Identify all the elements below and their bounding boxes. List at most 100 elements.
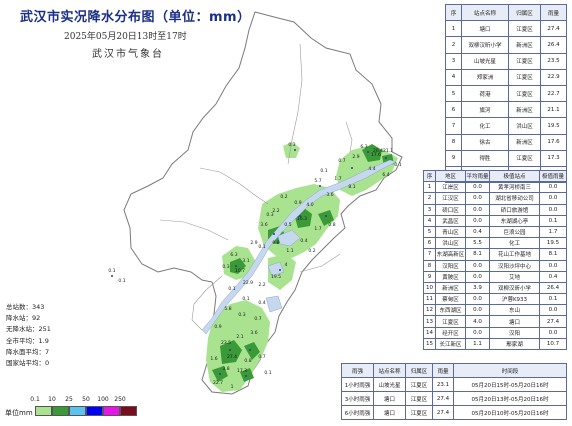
map-value-labels: 0.1 0.1 0.3 0.7 2.9 4.4 6.4 1.7 8.1 5.7 … — [108, 142, 401, 390]
stat-label: 总站数 — [6, 303, 26, 311]
table-cell: 汉阳区 — [435, 259, 466, 272]
table-cell: 洪山区 — [508, 117, 541, 135]
table-cell: 0.1 — [539, 214, 567, 227]
map-value: 0.2 — [280, 194, 287, 200]
table-cell: 东湖湖心亭 — [489, 214, 540, 227]
table-cell: 27.4 — [540, 20, 567, 38]
table-cell: 5 — [445, 84, 462, 103]
heavy-west — [230, 258, 246, 274]
table-cell: 沪蓉K933 — [489, 293, 540, 306]
tangxun-lake — [267, 261, 285, 277]
map-value: 27.4 — [227, 354, 237, 360]
stat-no-rain-stations: 无降水站：251 — [6, 325, 51, 334]
table-row: 7 化工 洪山区 19.5 — [445, 117, 567, 135]
stat-label: 国家站平均 — [6, 359, 39, 368]
legend-tick: 25 — [65, 396, 73, 403]
table-cell: 05月20日13时-05月20日16时 — [453, 391, 567, 406]
station-marker — [294, 149, 296, 151]
table-cell: 荷港 — [461, 84, 509, 103]
map-value: 0.4 — [300, 238, 307, 244]
heavy-south-2 — [244, 342, 260, 360]
table-cell: 江岸区 — [435, 181, 466, 194]
table-header-row: 序 地区 平均雨量 极值站点 极值雨量 — [423, 169, 567, 183]
table-cell: 1 — [423, 181, 436, 194]
table-cell: 硚口旅游馆 — [489, 203, 540, 216]
stat-city-average: 全市平均：1.9 — [6, 336, 49, 345]
station-marker — [385, 157, 387, 159]
stat-label: 无降水站 — [6, 325, 32, 334]
table-cell: 5 — [423, 225, 436, 239]
map-value: 0.1 — [242, 296, 249, 302]
table-cell: 塘口 — [373, 405, 406, 420]
table-row: 6 洪山区 5.5 化工 19.5 — [423, 237, 567, 250]
table-cell: 27.4 — [432, 405, 454, 420]
map-value: 0.9 — [294, 200, 301, 206]
map-value: 23.5 — [221, 340, 231, 346]
map-value: 3.6 — [326, 192, 333, 198]
table-row: 5 荷港 江夏区 22.7 — [445, 84, 567, 103]
liangzi-lake — [265, 295, 283, 313]
table-cell: 花山工作基地 — [489, 248, 540, 261]
map-value: 0.1 — [264, 370, 271, 376]
table-cell: 6 — [423, 237, 436, 250]
table-cell: 7 — [445, 117, 462, 135]
header-cell: 平均雨量 — [465, 169, 490, 183]
table-cell: 14 — [423, 326, 436, 339]
table-cell: 青山区 — [435, 225, 466, 239]
map-value: 2.9 — [352, 154, 359, 160]
table-cell: 汉阳 — [489, 326, 540, 339]
table-cell: 塘口 — [373, 391, 406, 406]
map-value: 6.3 — [360, 144, 367, 150]
table-row: 11 蔡甸区 0.0 沪蓉K933 0.1 — [423, 293, 567, 306]
map-value: 5.7 — [314, 178, 321, 184]
map-value: 3.6 — [260, 222, 267, 228]
station-marker — [367, 151, 369, 153]
table-cell: 徐古 — [461, 133, 509, 151]
table-row: 7 东湖高新区 8.1 花山工作基地 8.1 — [423, 248, 567, 261]
header-cell: 站点名称 — [461, 3, 509, 22]
table-cell: 21.1 — [540, 101, 567, 119]
header-cell: 雨量 — [432, 363, 454, 378]
table-cell: 0.0 — [465, 259, 490, 272]
station-markers — [111, 149, 387, 377]
table-cell: 双柳汉昕小学 — [489, 281, 540, 295]
map-value: 0.3 — [266, 212, 273, 218]
map-value: 0.2 — [308, 248, 315, 254]
legend-tick: 10 — [48, 396, 56, 403]
map-value: 4.0 — [306, 202, 313, 208]
stat-value: 7 — [45, 347, 50, 356]
table-cell: 0.0 — [465, 304, 490, 317]
map-value: 21.1 — [383, 148, 393, 154]
table-cell: 05月20日15时-05月20日16时 — [453, 377, 567, 392]
table-cell: 硚口区 — [435, 203, 466, 216]
stat-label: 全市平均 — [6, 336, 32, 345]
station-marker — [245, 375, 247, 377]
station-marker — [351, 167, 353, 169]
table-cell: 东西湖区 — [435, 304, 466, 317]
east-lake — [277, 229, 301, 247]
header-cell: 站点名称 — [373, 363, 406, 378]
table-cell: 3 — [423, 203, 436, 216]
map-value: 17.6 — [371, 152, 381, 158]
map-value: 3.8 — [222, 366, 229, 372]
legend-tick: 50 — [82, 396, 90, 403]
table-cell: 新洲区 — [508, 101, 541, 119]
map-value: 0.3 — [222, 264, 229, 270]
table-row: 9 黄陂区 0.0 艾地 0.4 — [423, 270, 567, 283]
table-row: 1 江岸区 0.0 黄孝河桥南三 0.0 — [423, 181, 567, 194]
legend-swatch — [69, 406, 86, 416]
heavy-south-1 — [220, 340, 242, 364]
station-marker — [229, 349, 231, 351]
table-cell: 0.0 — [465, 326, 490, 339]
table-cell: 化工 — [461, 117, 509, 135]
table-cell: 0.0 — [465, 203, 490, 216]
legend-tick: 250 — [114, 396, 126, 403]
map-value: 0.5 — [284, 222, 291, 228]
legend-tick: 0.1 — [30, 396, 40, 403]
map-value: 3.1 — [242, 258, 249, 264]
stat-total-stations: 总站数：343 — [6, 303, 45, 311]
table-cell: 19.5 — [539, 237, 567, 250]
table-cell: 6小时雨强 — [341, 405, 374, 420]
table-cell: 江夏区 — [508, 149, 541, 167]
table-cell: 汉阳沙坪中心 — [489, 259, 540, 272]
